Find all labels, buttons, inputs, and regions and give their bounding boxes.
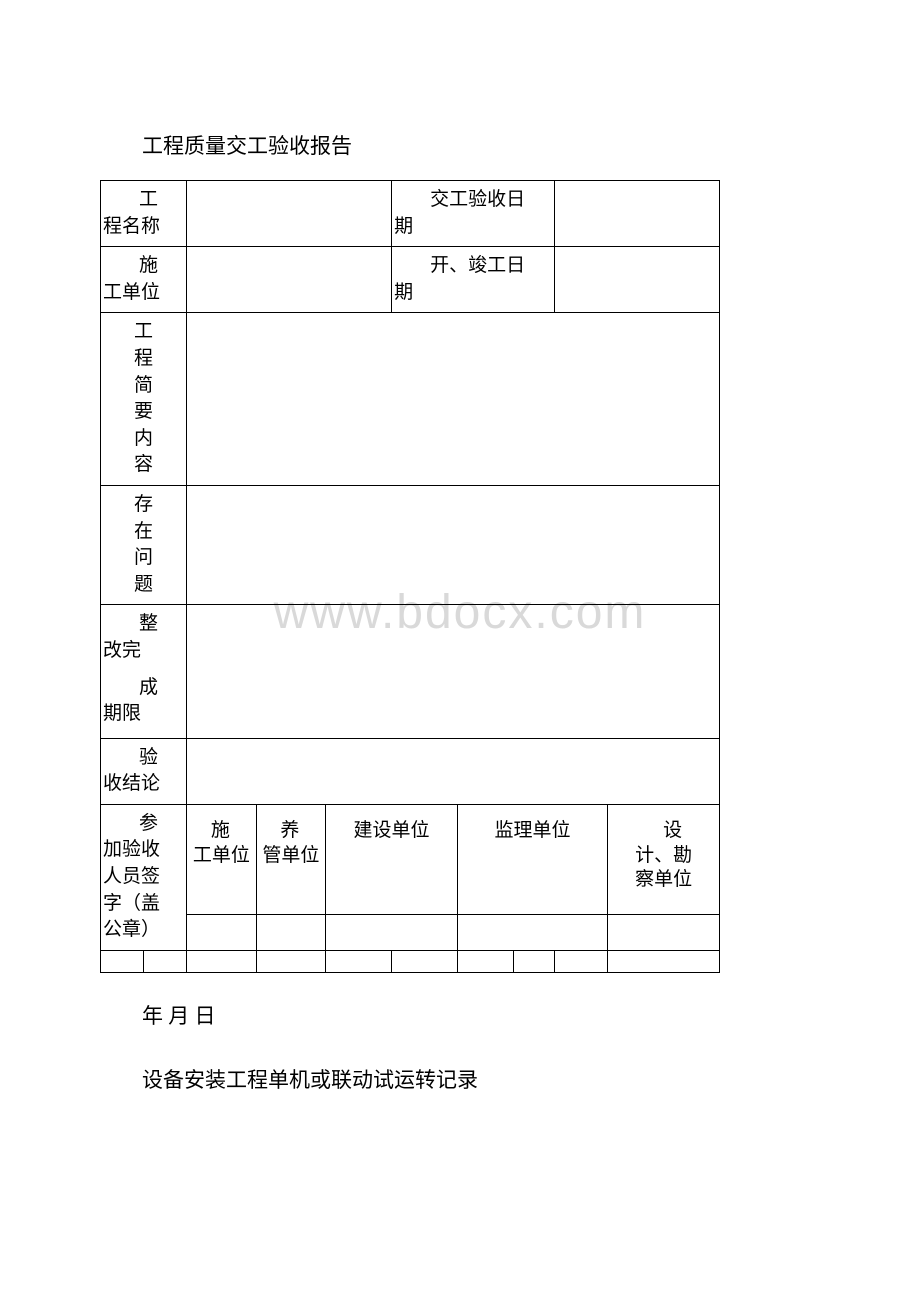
completion-date-label: 开、竣工日 期: [392, 247, 555, 313]
bottom-cell: [457, 950, 513, 972]
bottom-cell: [256, 950, 326, 972]
bottom-cell: [608, 950, 720, 972]
bottom-cell: [392, 950, 458, 972]
existing-problems-value: [187, 485, 720, 604]
table-row: 验 收结论: [101, 738, 720, 804]
bottom-cell: [513, 950, 555, 972]
completion-date-value: [555, 247, 720, 313]
signatures-label: 参 加验收 人员签 字（盖 公章）: [101, 804, 187, 950]
bottom-cell: [101, 950, 144, 972]
table-row: 工 程名称 交工验收日 期: [101, 181, 720, 247]
development-unit-sig-value: [326, 914, 458, 950]
table-row: 施 工单位 开、竣工日 期: [101, 247, 720, 313]
supervision-unit-sig-label: 监理单位: [457, 804, 607, 914]
project-name-value: [187, 181, 392, 247]
subtitle-line: 设备安装工程单机或联动试运转记录: [100, 1059, 820, 1101]
acceptance-date-label: 交工验收日 期: [392, 181, 555, 247]
bottom-cell: [144, 950, 187, 972]
table-row: 工 程 简 要 内 容: [101, 313, 720, 486]
construction-unit-value: [187, 247, 392, 313]
acceptance-date-value: [555, 181, 720, 247]
supervision-unit-sig-value: [457, 914, 607, 950]
table-row: 参 加验收 人员签 字（盖 公章） 施 工单位 养 管单位: [101, 804, 720, 914]
design-survey-unit-sig-label: 设 计、勘 察单位: [608, 804, 720, 914]
table-row: [101, 914, 720, 950]
document-content: 工程质量交工验收报告 工 程名称 交工验收日 期 施 工单位 开、竣工日: [0, 130, 920, 1101]
project-summary-label: 工 程 简 要 内 容: [101, 313, 187, 486]
maintenance-unit-sig-label: 养 管单位: [256, 804, 326, 914]
acceptance-report-table: 工 程名称 交工验收日 期 施 工单位 开、竣工日 期: [100, 180, 720, 973]
document-title: 工程质量交工验收报告: [100, 130, 820, 160]
existing-problems-label: 存 在 问 题: [101, 485, 187, 604]
construction-unit-sig-value: [187, 914, 257, 950]
bottom-cell: [187, 950, 257, 972]
development-unit-sig-label: 建设单位: [326, 804, 458, 914]
design-survey-unit-sig-value: [608, 914, 720, 950]
date-line: 年 月 日: [100, 995, 820, 1037]
bottom-cell: [555, 950, 608, 972]
rectification-deadline-label: 整 改完 成 期限: [101, 605, 187, 738]
project-summary-value: [187, 313, 720, 486]
acceptance-conclusion-value: [187, 738, 720, 804]
table-row: 存 在 问 题: [101, 485, 720, 604]
table-row: 整 改完 成 期限: [101, 605, 720, 738]
bottom-cell: [326, 950, 392, 972]
construction-unit-sig-label: 施 工单位: [187, 804, 257, 914]
project-name-label: 工 程名称: [101, 181, 187, 247]
table-row: [101, 950, 720, 972]
acceptance-conclusion-label: 验 收结论: [101, 738, 187, 804]
rectification-deadline-value: [187, 605, 720, 738]
construction-unit-label: 施 工单位: [101, 247, 187, 313]
maintenance-unit-sig-value: [256, 914, 326, 950]
